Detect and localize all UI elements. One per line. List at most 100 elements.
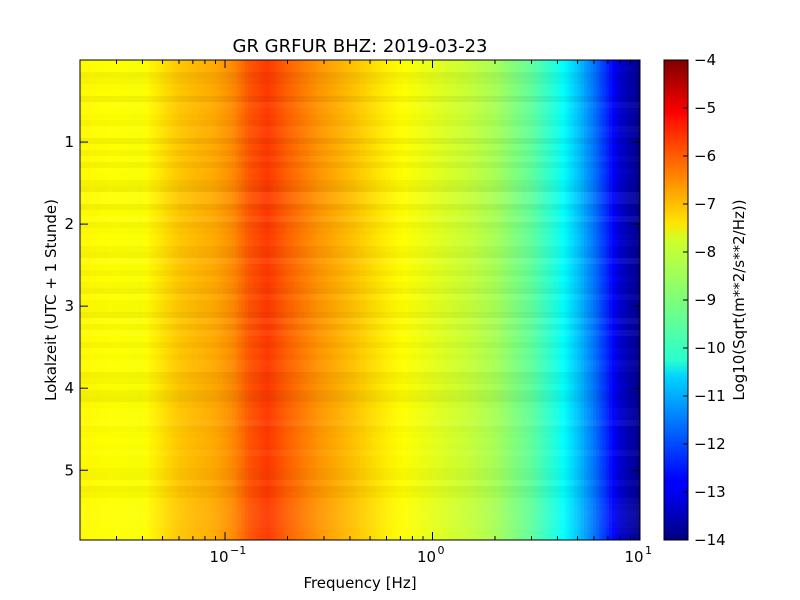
heatmap-cell: [465, 60, 470, 540]
heatmap-cell: [556, 60, 560, 540]
y-tick-label: 4: [64, 379, 74, 397]
heatmap-cell: [627, 60, 632, 540]
x-tick-label: 10: [624, 548, 643, 566]
heatmap-cell: [151, 60, 156, 540]
heatmap-cell: [297, 60, 302, 540]
heatmap-cell: [531, 60, 535, 540]
heatmap-cell: [478, 60, 482, 540]
heatmap-row: [80, 390, 640, 396]
heatmap-cell: [559, 60, 563, 540]
heatmap-row: [80, 276, 640, 282]
heatmap-cell: [198, 60, 202, 540]
heatmap-cell: [512, 60, 517, 540]
heatmap-cell: [419, 60, 423, 540]
heatmap-cell: [263, 60, 268, 540]
heatmap-row: [80, 210, 640, 216]
heatmap-row: [80, 282, 640, 288]
heatmap-cell: [496, 60, 501, 540]
heatmap-cell: [521, 60, 526, 540]
heatmap-cell: [406, 60, 411, 540]
heatmap-cell: [568, 60, 573, 540]
heatmap-row: [80, 444, 640, 450]
heatmap-row: [80, 192, 640, 198]
colorbar-tick-label: −13: [694, 483, 726, 501]
heatmap-cell: [260, 60, 265, 540]
heatmap-cell: [378, 60, 383, 540]
heatmap-cell: [552, 60, 557, 540]
heatmap-cell: [207, 60, 212, 540]
heatmap-cell: [490, 60, 495, 540]
heatmap-cell: [381, 60, 386, 540]
heatmap-cell: [493, 60, 498, 540]
heatmap-row: [80, 348, 640, 354]
heatmap-cell: [453, 60, 458, 540]
heatmap-row: [80, 342, 640, 348]
heatmap-row: [80, 288, 640, 294]
heatmap-cell: [204, 60, 209, 540]
heatmap-cell: [188, 60, 193, 540]
heatmap-row: [80, 162, 640, 168]
heatmap-cell: [294, 60, 299, 540]
heatmap-cell: [291, 60, 296, 540]
heatmap-cell: [608, 60, 613, 540]
plot-frame: [79, 59, 641, 541]
heatmap-cell: [549, 60, 554, 540]
heatmap-cell: [565, 60, 570, 540]
heatmap-cell: [621, 60, 626, 540]
heatmap-cell: [369, 60, 374, 540]
heatmap-row: [80, 126, 640, 132]
heatmap-cell: [83, 60, 87, 540]
heatmap-cell: [276, 60, 280, 540]
heatmap-cell: [272, 60, 277, 540]
heatmap-cell: [108, 60, 112, 540]
heatmap-cell: [319, 60, 324, 540]
heatmap-row: [80, 228, 640, 234]
heatmap-cell: [615, 60, 619, 540]
heatmap-cell: [285, 60, 290, 540]
heatmap-cell: [450, 60, 454, 540]
y-axis-ticks: 1 2 3 4 5: [64, 133, 640, 479]
heatmap-row: [80, 168, 640, 174]
y-tick-label: 2: [64, 215, 74, 233]
heatmap-row: [80, 102, 640, 108]
heatmap-cell: [472, 60, 476, 540]
heatmap-row: [80, 270, 640, 276]
heatmap-cell: [475, 60, 479, 540]
x-tick-exponent: 1: [645, 544, 652, 557]
heatmap-row: [80, 186, 640, 192]
heatmap-row: [80, 258, 640, 264]
heatmap-cell: [596, 60, 601, 540]
heatmap-row: [80, 504, 640, 510]
heatmap-cell: [403, 60, 408, 540]
heatmap-row: [80, 96, 640, 102]
heatmap-cell: [316, 60, 321, 540]
heatmap-cell: [142, 60, 146, 540]
heatmap-row: [80, 534, 640, 540]
heatmap-cell: [300, 60, 305, 540]
heatmap-row: [80, 138, 640, 144]
heatmap-cell: [185, 60, 190, 540]
heatmap-row: [80, 300, 640, 306]
heatmap-cell: [335, 60, 339, 540]
heatmap-row: [80, 156, 640, 162]
heatmap-cell: [344, 60, 349, 540]
heatmap-cell: [148, 60, 153, 540]
heatmap-cell: [288, 60, 293, 540]
heatmap-row: [80, 474, 640, 480]
x-axis-label: Frequency [Hz]: [303, 574, 416, 592]
heatmap-cell: [633, 60, 638, 540]
heatmap-cell: [279, 60, 283, 540]
y-tick-label: 3: [64, 297, 74, 315]
x-axis-ticks: 10 −1 10 0 10 1: [79, 60, 652, 566]
heatmap-cell: [630, 60, 635, 540]
heatmap-row: [80, 78, 640, 84]
heatmap-cell: [251, 60, 255, 540]
heatmap-row: [80, 180, 640, 186]
heatmap-cell: [534, 60, 538, 540]
heatmap-cell: [98, 60, 103, 540]
heatmap-cell: [353, 60, 358, 540]
colorbar-tick-label: −10: [694, 339, 726, 357]
heatmap-cell: [325, 60, 330, 540]
heatmap-row: [80, 90, 640, 96]
heatmap-cell: [210, 60, 215, 540]
